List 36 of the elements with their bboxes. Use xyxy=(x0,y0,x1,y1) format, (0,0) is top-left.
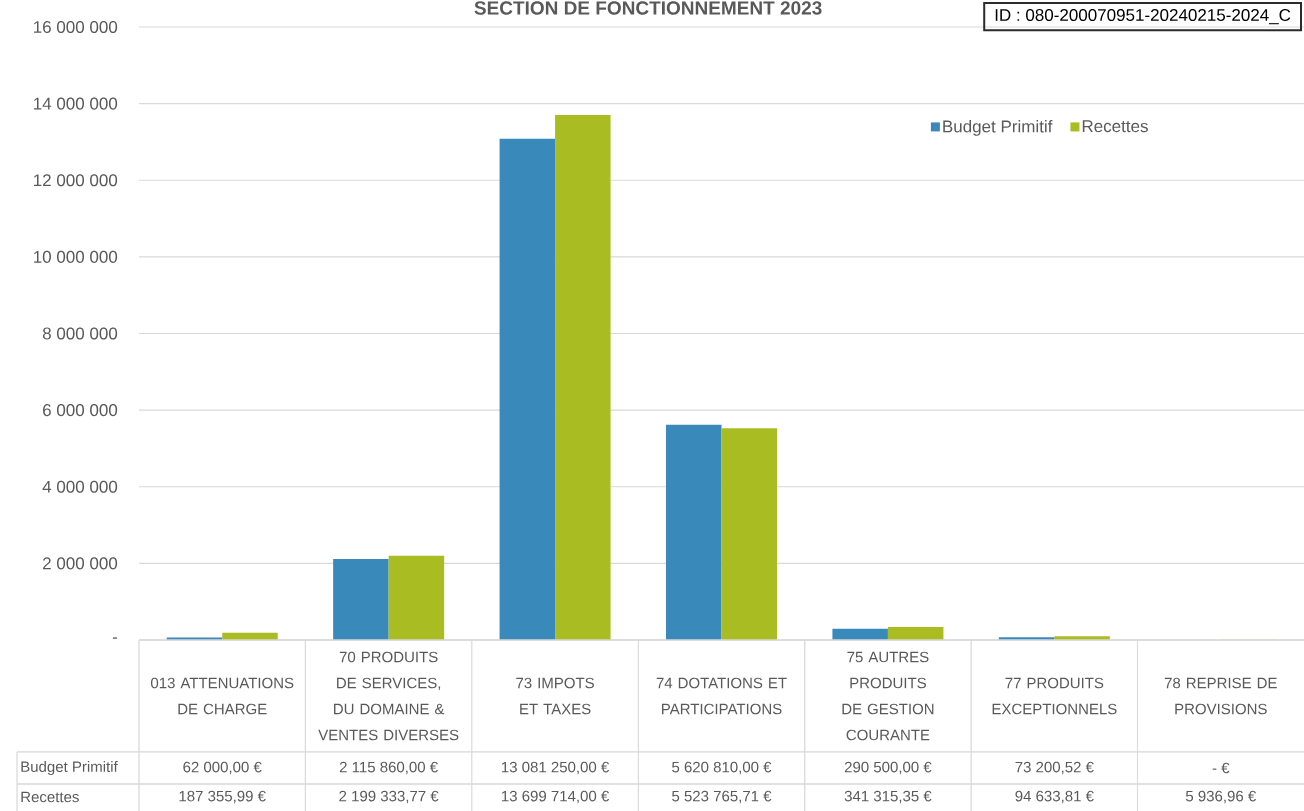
data-label: 290 500,00 € xyxy=(844,761,932,775)
legend-label: Budget Primitif xyxy=(943,120,1053,136)
x-tick-label: 77 PRODUITS EXCEPTIONNELS xyxy=(992,677,1117,715)
data-label: 73 200,52 € xyxy=(1015,761,1094,775)
y-tick-label: 6 000 000 xyxy=(43,404,118,417)
text: Recettes xyxy=(21,791,79,803)
y-tick-label: 8 000 000 xyxy=(42,327,118,340)
chart-title: SECTION DE FONCTIONNEMENT 2023 xyxy=(474,1,822,15)
data-label: - € xyxy=(1212,762,1230,774)
x-tick-label: 75 AUTRES PRODUITS DE GESTION COURANTE xyxy=(842,651,934,741)
data-label: 5 620 810,00 € xyxy=(672,761,772,775)
data-label: 62 000,00 € xyxy=(183,761,262,775)
x-tick-label: 73 IMPOTS ET TAXES xyxy=(516,677,594,715)
x-tick-label: 70 PRODUITS DE SERVICES, DU DOMAINE & VENTES DIVERSES xyxy=(318,651,459,741)
text: ID : 080-200070951-20240215-2024_C xyxy=(995,8,1291,25)
x-tick-label: 78 REPRISE DE PROVISIONS xyxy=(1164,677,1277,715)
y-tick-label: - xyxy=(112,637,118,639)
y-tick-label: 10 000 000 xyxy=(34,250,118,263)
data-label: 187 355,99 € xyxy=(179,790,266,804)
y-tick-label: 2 000 000 xyxy=(43,557,118,570)
data-label: 5 523 765,71 € xyxy=(672,790,772,804)
data-label: 341 315,35 € xyxy=(844,790,932,804)
x-tick-label: 013 ATTENUATIONS DE CHARGE xyxy=(150,677,294,715)
legend-label: Recettes xyxy=(1082,120,1148,133)
data-label: 2 115 860,00 € xyxy=(339,761,438,775)
text: Budget Primitif xyxy=(21,760,118,775)
data-label: 5 936,96 € xyxy=(1185,790,1256,804)
y-tick-label: 12 000 000 xyxy=(34,174,118,187)
data-label: 13 081 250,00 € xyxy=(502,761,610,775)
y-tick-label: 4 000 000 xyxy=(42,480,118,493)
x-tick-label: 74 DOTATIONS ET PARTICIPATIONS xyxy=(656,677,787,715)
data-label: 13 699 714,00 € xyxy=(502,790,610,804)
data-label: 94 633,81 € xyxy=(1015,790,1094,804)
y-tick-label: 14 000 000 xyxy=(34,97,118,110)
y-tick-label: 16 000 000 xyxy=(34,20,118,34)
data-label: 2 199 333,77 € xyxy=(339,790,439,804)
